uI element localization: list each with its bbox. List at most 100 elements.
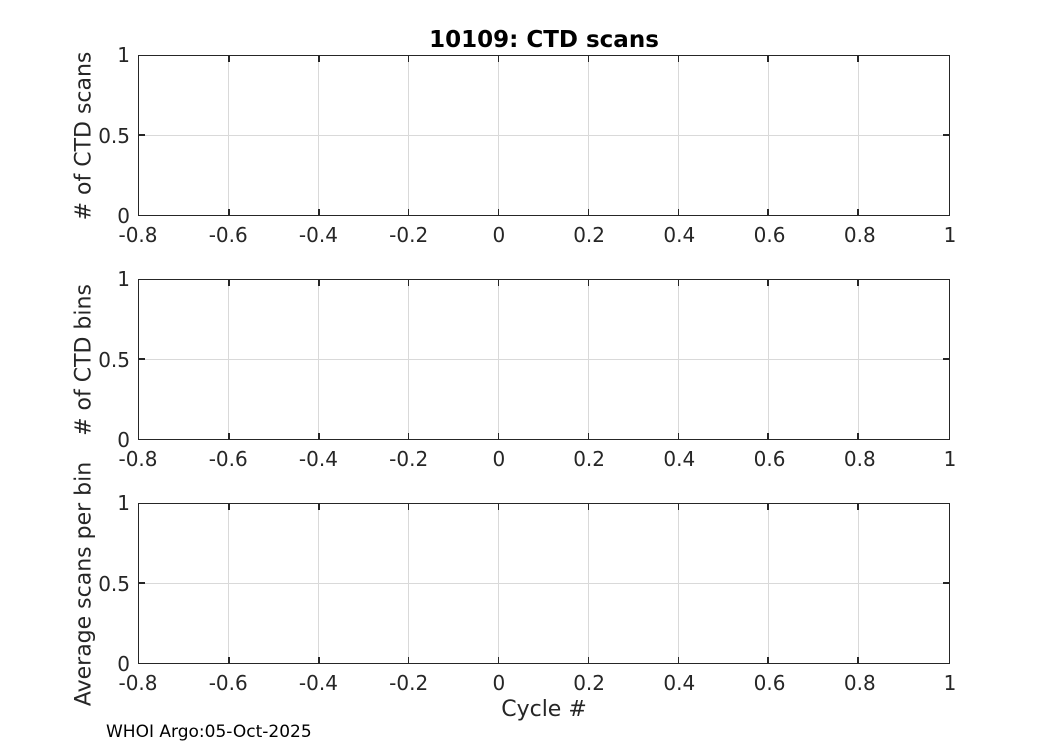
y-tick-label: 0 [117,428,130,452]
gridline-horizontal [139,582,949,584]
x-tick-mark-top [318,504,320,510]
gridline-vertical [677,280,679,439]
x-tick-label: 0 [492,447,506,471]
x-tick-label: 0.4 [663,223,696,247]
gridline-vertical [408,280,410,439]
y-axis-label-text: # of CTD scans [71,51,97,220]
gridline-vertical [677,56,679,215]
x-tick-label: -0.6 [208,447,248,471]
x-tick-label: 0.8 [843,223,876,247]
gridline-vertical [318,56,320,215]
y-tick-label: 1 [117,491,130,515]
x-tick-mark-bottom [767,209,769,215]
gridline-vertical [587,56,589,215]
gridline-vertical [228,280,230,439]
x-tick-mark-top [767,504,769,510]
x-tick-mark-bottom [407,433,410,439]
gridline-vertical [767,280,769,439]
gridline-vertical [587,504,589,663]
x-tick-mark-top [857,56,859,62]
subplot-1-box [138,55,950,216]
x-tick-mark-top [587,56,590,62]
x-tick-mark-top [318,56,320,62]
gridline-vertical [228,56,230,215]
gridline-vertical [857,504,859,663]
y-tick-label: 1 [117,43,130,67]
gridline-horizontal [139,134,949,136]
x-tick-mark-bottom [318,433,320,439]
gridline-vertical [857,56,859,215]
x-tick-mark-top [767,280,769,286]
x-tick-mark-top [497,280,500,286]
x-tick-label: 0.8 [843,447,876,471]
x-tick-label: -0.4 [298,223,338,247]
y-axis-label-text: Average scans per bin [71,461,97,706]
x-tick-mark-bottom [587,209,590,215]
gridline-vertical [498,56,500,215]
y-tick-label: 0 [117,204,130,228]
x-tick-mark-top [407,56,410,62]
x-tick-mark-top [407,280,410,286]
x-tick-mark-top [497,56,500,62]
x-tick-label: 0.2 [573,223,606,247]
x-tick-mark-top [677,504,680,510]
x-tick-label: 0.4 [663,447,696,471]
x-tick-mark-top [857,504,859,510]
y-tick-label: 0.5 [98,347,130,372]
x-tick-mark-bottom [767,433,769,439]
x-tick-label: 0.6 [753,223,786,247]
x-tick-label: 0.6 [753,447,786,471]
y-tick-label: 1 [117,267,130,291]
x-tick-mark-bottom [497,433,500,439]
x-tick-mark-top [587,280,590,286]
x-tick-mark-top [497,504,500,510]
gridline-vertical [408,56,410,215]
x-tick-mark-top [767,56,769,62]
x-tick-label: -0.6 [208,223,248,247]
x-tick-label: -0.4 [298,671,338,695]
y-tick-label: 0.5 [98,123,130,148]
x-tick-mark-top [228,280,230,286]
x-tick-label: -0.6 [208,671,248,695]
x-tick-label: 0 [492,671,506,695]
y-tick-mark-right [943,358,949,360]
x-tick-mark-bottom [857,433,859,439]
x-tick-label: 0 [492,223,506,247]
y-tick-mark-right [943,134,949,136]
x-tick-mark-top [857,280,859,286]
x-tick-label: 0.8 [843,671,876,695]
x-tick-mark-bottom [587,433,590,439]
x-tick-label: 0.2 [573,671,606,695]
x-tick-label: 0.4 [663,671,696,695]
x-tick-mark-bottom [407,657,410,663]
x-tick-mark-top [407,504,410,510]
gridline-vertical [228,504,230,663]
gridline-horizontal [139,358,949,360]
gridline-vertical [408,504,410,663]
x-tick-mark-bottom [677,433,680,439]
x-tick-mark-bottom [228,657,230,663]
x-tick-mark-top [587,504,590,510]
x-tick-label: 0.6 [753,671,786,695]
x-tick-label: 0.2 [573,447,606,471]
y-tick-mark-left [139,134,145,136]
gridline-vertical [587,280,589,439]
x-tick-mark-bottom [497,209,500,215]
x-tick-label: 1 [943,447,957,471]
gridline-vertical [857,280,859,439]
x-tick-mark-bottom [318,209,320,215]
x-tick-mark-bottom [497,657,500,663]
x-tick-mark-bottom [407,209,410,215]
y-tick-mark-left [139,582,145,584]
x-tick-mark-bottom [587,657,590,663]
y-tick-label: 0.5 [98,571,130,596]
x-tick-label: -0.2 [389,223,429,247]
x-axis-label: Cycle # [501,697,587,722]
x-tick-label: -0.8 [118,671,158,695]
x-tick-mark-top [677,56,680,62]
gridline-vertical [767,56,769,215]
gridline-vertical [767,504,769,663]
x-tick-mark-bottom [318,657,320,663]
y-tick-label: 0 [117,652,130,676]
